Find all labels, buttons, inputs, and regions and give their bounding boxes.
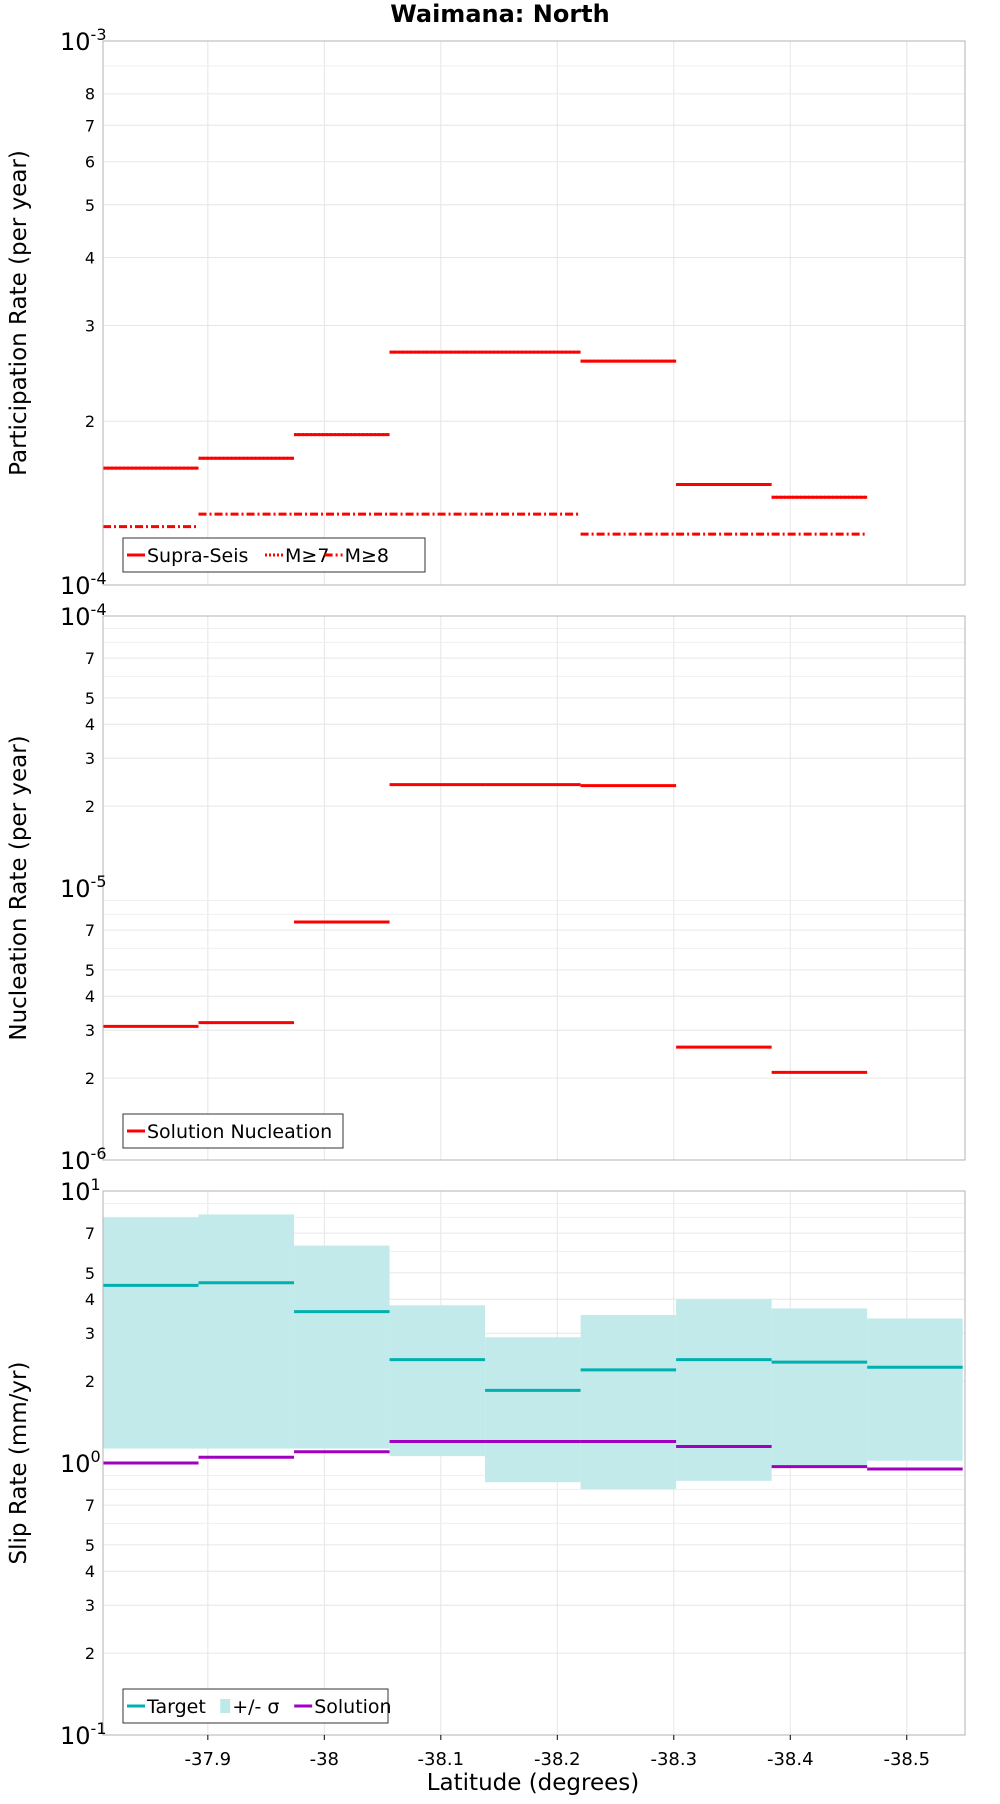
y-tick-minor-label: 7 bbox=[85, 116, 95, 135]
legend-label: Solution bbox=[314, 1696, 391, 1718]
y-tick-minor-label: 5 bbox=[85, 196, 95, 215]
legend-label: Supra-Seis bbox=[147, 545, 248, 567]
y-tick-minor-label: 7 bbox=[85, 1224, 95, 1243]
y-tick-minor-label: 5 bbox=[85, 1264, 95, 1283]
plot-area-2 bbox=[103, 616, 965, 1160]
band-segment-9 bbox=[867, 1318, 963, 1461]
y-tick-exponent: -1 bbox=[91, 1719, 107, 1738]
legend-box-1 bbox=[122, 537, 426, 573]
band-segment-5 bbox=[485, 1337, 581, 1483]
y-tick-major-label: 10-5 bbox=[60, 872, 107, 903]
x-tick-label: -38 bbox=[310, 1749, 339, 1770]
legend-3: Target +/- σ Solution bbox=[122, 1688, 392, 1724]
y-tick-major-label: 101 bbox=[60, 1175, 101, 1206]
y-tick-major-label: 100 bbox=[60, 1447, 101, 1478]
panel-3: -37.9 -38 -38.1 -38.2 -38.3 -38.4 -38.5 101 100 1… bbox=[6, 1175, 966, 1770]
x-tick-label: -38.2 bbox=[534, 1749, 581, 1770]
y-tick-minor-label: 2 bbox=[85, 412, 95, 431]
y-tick-minor-label: 7 bbox=[85, 649, 95, 668]
y-tick-minor-label: 8 bbox=[85, 85, 95, 104]
plot-frame-3 bbox=[102, 1190, 966, 1736]
y-tick-minor-label: 3 bbox=[85, 316, 95, 335]
plot-frame-1 bbox=[102, 40, 966, 586]
y-tick-minor-label: 2 bbox=[85, 1372, 95, 1391]
band-segment-4 bbox=[389, 1305, 486, 1457]
chart-title: Waimana: North bbox=[390, 0, 609, 28]
legend-label: Target bbox=[146, 1696, 206, 1718]
y-tick-minor-label: 5 bbox=[85, 689, 95, 708]
y-axis-label-3: Slip Rate (mm/yr) bbox=[6, 1362, 32, 1565]
y-tick-exponent: 0 bbox=[91, 1447, 101, 1466]
y-tick-exponent: -4 bbox=[91, 600, 107, 619]
band-segment-7 bbox=[676, 1299, 772, 1481]
y-tick-exponent: -6 bbox=[91, 1144, 107, 1163]
y-tick-major-label: 10-1 bbox=[60, 1719, 107, 1750]
legend-1: Supra-Seis M≥7 M≥8 bbox=[122, 537, 426, 573]
legend-2: Solution Nucleation bbox=[122, 1113, 344, 1149]
x-tick-label: -38.1 bbox=[418, 1749, 465, 1770]
legend-label: Solution Nucleation bbox=[147, 1121, 332, 1143]
y-tick-exponent: 1 bbox=[91, 1175, 101, 1194]
x-tick-label: -38.4 bbox=[767, 1749, 814, 1770]
y-tick-minor-label: 2 bbox=[85, 1069, 95, 1088]
y-tick-minor-label: 3 bbox=[85, 1021, 95, 1040]
y-axis-label-2: Nucleation Rate (per year) bbox=[6, 735, 32, 1040]
y-tick-minor-label: 2 bbox=[85, 797, 95, 816]
x-axis-label: Latitude (degrees) bbox=[427, 1770, 640, 1796]
y-tick-minor-label: 3 bbox=[85, 749, 95, 768]
y-tick-minor-label: 4 bbox=[85, 1562, 95, 1581]
band-segment-3 bbox=[294, 1245, 390, 1449]
band-segment-1 bbox=[103, 1217, 199, 1449]
y-tick-minor-label: 7 bbox=[85, 1496, 95, 1515]
y-tick-minor-label: 4 bbox=[85, 1290, 95, 1309]
band-segment-2 bbox=[198, 1214, 295, 1449]
y-tick-exponent: -5 bbox=[91, 872, 107, 891]
y-tick-minor-label: 4 bbox=[85, 987, 95, 1006]
y-tick-minor-label: 2 bbox=[85, 1644, 95, 1663]
plot-area-1 bbox=[103, 41, 965, 585]
y-tick-major-label: 10-4 bbox=[60, 600, 107, 631]
panel-2: 10-4 10-5 10-6 7 5 4 3 2 7 5 4 3 2 Nucleation Rate (p… bbox=[6, 600, 966, 1175]
x-tick-label: -38.3 bbox=[650, 1749, 697, 1770]
y-tick-minor-label: 3 bbox=[85, 1324, 95, 1343]
band-segment-6 bbox=[580, 1315, 677, 1490]
y-tick-major-label: 10-6 bbox=[60, 1144, 107, 1175]
panel-1: 10-3 10-4 8 7 6 5 4 3 2 Participation Rate (per y… bbox=[6, 25, 966, 600]
band-segment-8 bbox=[771, 1308, 868, 1468]
legend-label: M≥8 bbox=[345, 545, 389, 567]
y-tick-major-label: 10-4 bbox=[60, 569, 107, 600]
y-tick-major-label: 10-3 bbox=[60, 25, 107, 56]
y-tick-minor-label: 5 bbox=[85, 961, 95, 980]
legend-swatch bbox=[220, 1699, 231, 1713]
legend-box-3 bbox=[122, 1688, 389, 1724]
y-tick-minor-label: 4 bbox=[85, 715, 95, 734]
x-tick-label: -37.9 bbox=[185, 1749, 232, 1770]
legend-label: +/- σ bbox=[232, 1696, 279, 1718]
y-tick-exponent: -3 bbox=[91, 25, 107, 44]
y-tick-exponent: -4 bbox=[91, 569, 107, 588]
legend-box-2 bbox=[122, 1113, 344, 1149]
y-axis-label-1: Participation Rate (per year) bbox=[6, 150, 32, 476]
y-tick-minor-label: 4 bbox=[85, 248, 95, 267]
legend-label: M≥7 bbox=[285, 545, 329, 567]
y-tick-minor-label: 7 bbox=[85, 921, 95, 940]
x-tick-label: -38.5 bbox=[883, 1749, 930, 1770]
y-tick-minor-label: 6 bbox=[85, 153, 95, 172]
y-tick-minor-label: 3 bbox=[85, 1596, 95, 1615]
y-tick-minor-label: 5 bbox=[85, 1536, 95, 1555]
plot-frame-2 bbox=[102, 615, 966, 1161]
